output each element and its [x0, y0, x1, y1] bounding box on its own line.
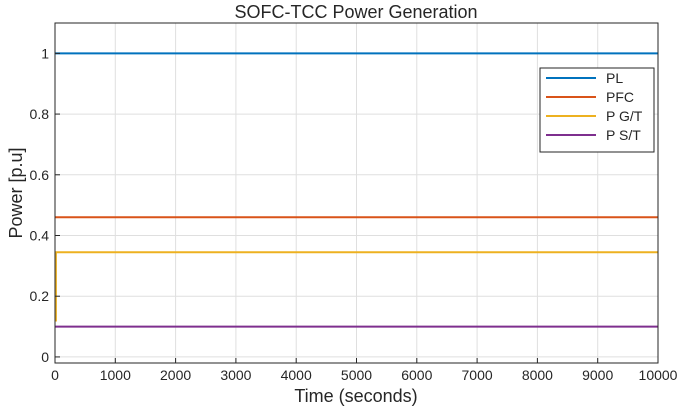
x-tick-label: 8000 [522, 367, 553, 383]
legend-label: PFC [606, 89, 634, 105]
legend-box [539, 67, 655, 153]
axis-ticks: 0 1000 2000 3000 4000 5000 6000 7000 8000 9000 100… [30, 45, 678, 383]
legend-label: P G/T [606, 108, 643, 124]
y-tick-label: 1 [41, 45, 49, 61]
x-tick-label: 6000 [401, 367, 432, 383]
x-tick-label: 9000 [582, 367, 613, 383]
x-tick-label: 4000 [281, 367, 312, 383]
x-tick-label: 10000 [639, 367, 678, 383]
y-tick-label: 0.6 [30, 167, 50, 183]
x-tick-label: 2000 [160, 367, 191, 383]
x-axis-title: Time (seconds) [294, 386, 417, 406]
y-tick-label: 0 [41, 349, 49, 365]
x-tick-label: 3000 [220, 367, 251, 383]
x-tick-label: 1000 [100, 367, 131, 383]
x-tick-label: 5000 [341, 367, 372, 383]
y-tick-label: 0.2 [30, 288, 50, 304]
x-tick-label: 7000 [462, 367, 493, 383]
series-lines [54, 52, 658, 328]
y-axis-title: Power [p.u] [6, 147, 26, 238]
y-tick-label: 0.8 [30, 106, 50, 122]
chart-title: SOFC-TCC Power Generation [234, 2, 477, 22]
legend-label: P S/T [606, 127, 641, 143]
legend: PL PFC P G/T P S/T [539, 67, 655, 153]
legend-label: PL [606, 70, 623, 86]
x-tick-label: 0 [51, 367, 59, 383]
y-tick-label: 0.4 [30, 228, 50, 244]
